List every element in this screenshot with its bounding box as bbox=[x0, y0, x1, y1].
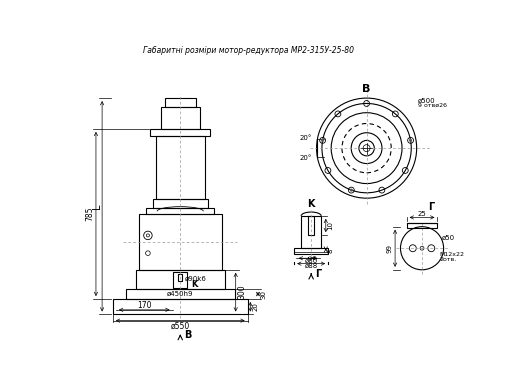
Text: Г: Г bbox=[428, 202, 434, 213]
Text: K: K bbox=[191, 280, 198, 289]
Text: B: B bbox=[362, 84, 371, 94]
Text: ø50: ø50 bbox=[442, 234, 455, 240]
Circle shape bbox=[321, 139, 324, 142]
Text: 20: 20 bbox=[253, 302, 259, 311]
Bar bbox=[407, 223, 437, 228]
Bar bbox=[165, 98, 196, 107]
Bar bbox=[301, 216, 321, 248]
Text: 785: 785 bbox=[85, 207, 94, 221]
Text: ø80: ø80 bbox=[305, 258, 318, 264]
Text: ø90k6: ø90k6 bbox=[185, 275, 207, 282]
Bar bbox=[136, 270, 225, 289]
Bar bbox=[308, 216, 314, 235]
Text: ø500: ø500 bbox=[418, 98, 436, 103]
Text: 9 отвø26: 9 отвø26 bbox=[418, 103, 447, 108]
Text: Габаритні розміри мотор-редуктора МР2-315У-25-80: Габаритні розміри мотор-редуктора МР2-31… bbox=[144, 46, 354, 55]
Text: B: B bbox=[184, 330, 191, 340]
Bar bbox=[161, 107, 200, 129]
Bar bbox=[150, 129, 210, 136]
Text: 20°: 20° bbox=[300, 155, 312, 161]
Bar bbox=[139, 215, 222, 270]
Text: L: L bbox=[92, 203, 102, 209]
Text: 20°: 20° bbox=[300, 135, 312, 141]
Text: 2отв.: 2отв. bbox=[440, 257, 457, 262]
Text: 30: 30 bbox=[261, 290, 266, 299]
Bar bbox=[155, 136, 205, 199]
Circle shape bbox=[409, 139, 412, 142]
Text: K: K bbox=[307, 199, 315, 208]
Text: 8: 8 bbox=[328, 249, 333, 253]
Text: 10: 10 bbox=[328, 221, 333, 230]
Bar bbox=[113, 299, 248, 314]
Text: 170: 170 bbox=[137, 301, 152, 311]
Text: ø450h9: ø450h9 bbox=[167, 291, 193, 297]
Text: 300: 300 bbox=[237, 285, 246, 299]
Text: 99: 99 bbox=[387, 244, 393, 253]
Bar bbox=[147, 208, 214, 215]
Bar bbox=[178, 274, 182, 281]
Bar bbox=[152, 199, 208, 208]
Text: ø550: ø550 bbox=[171, 322, 190, 330]
Bar bbox=[126, 289, 235, 299]
Text: Г: Г bbox=[315, 269, 321, 279]
Text: M12x22: M12x22 bbox=[440, 252, 465, 257]
Text: ø88: ø88 bbox=[305, 263, 318, 269]
Text: 25: 25 bbox=[418, 211, 426, 217]
Circle shape bbox=[350, 189, 353, 192]
Bar bbox=[173, 272, 187, 288]
Bar bbox=[294, 248, 328, 254]
